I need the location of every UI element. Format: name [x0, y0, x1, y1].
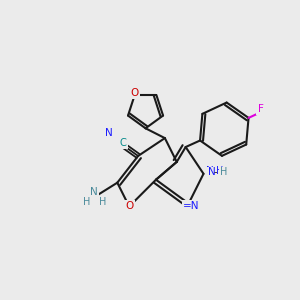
Text: H: H	[220, 167, 227, 177]
Text: O: O	[130, 88, 139, 98]
Text: F: F	[258, 104, 264, 114]
Text: H: H	[99, 197, 107, 207]
Text: N: N	[90, 187, 98, 197]
Text: -: -	[214, 167, 217, 177]
Text: =N: =N	[183, 202, 200, 212]
Text: O: O	[125, 202, 133, 212]
Text: H: H	[216, 166, 224, 176]
Text: N: N	[206, 166, 214, 176]
Text: C: C	[120, 138, 127, 148]
Text: N: N	[105, 128, 113, 137]
Text: N: N	[208, 167, 216, 177]
Text: H: H	[83, 197, 90, 207]
